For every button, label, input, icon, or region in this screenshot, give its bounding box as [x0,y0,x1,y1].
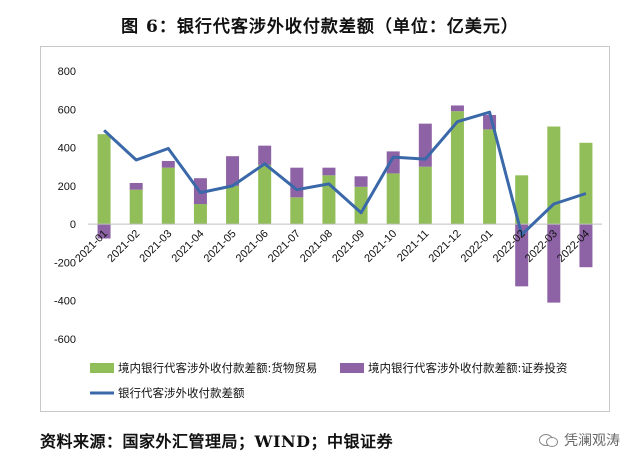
bar-securities-investment [258,145,272,165]
source-note: 资料来源：国家外汇管理局；WIND；中银证券 [40,432,393,451]
x-tick-label: 2021-07 [266,228,303,265]
y-tick-label: -400 [54,296,76,308]
x-tick-label: 2021-12 [427,228,464,265]
x-tick-label: 2021-04 [170,228,207,265]
bar-goods-trade [129,189,143,225]
y-tick-label: 200 [58,181,76,193]
x-tick-label: 2022-01 [459,228,496,265]
bar-goods-trade [547,126,561,225]
x-tick-label: 2021-01 [73,228,110,265]
bar-securities-investment [515,224,529,287]
bar-securities-investment [290,167,304,198]
y-tick-label: 800 [58,66,76,78]
bar-goods-trade [418,166,432,225]
bar-goods-trade [290,197,304,225]
bar-goods-trade [483,129,497,225]
bar-securities-investment [450,105,464,112]
legend-securities-swatch [340,363,364,373]
bar-goods-trade [354,186,368,225]
bar-securities-investment [354,176,368,187]
y-tick-label: -200 [54,257,76,269]
y-tick-label: 0 [70,219,76,231]
bar-securities-investment [322,167,336,176]
bar-securities-investment [226,156,240,186]
x-tick-label: 2021-08 [298,228,335,265]
x-tick-label: 2021-06 [234,228,271,265]
x-tick-label: 2021-09 [330,228,367,265]
bar-securities-investment [579,224,593,268]
y-tick-label: -600 [54,334,76,346]
bar-securities-investment [547,224,561,303]
legend-goods-label: 境内银行代客涉外收付款差额:货物贸易 [118,361,317,375]
bar-goods-trade [193,204,207,225]
bar-goods-trade [515,175,529,225]
x-tick-label: 2021-11 [395,228,431,264]
y-tick-label: 600 [58,104,76,116]
legend-net-label: 银行代客涉外收付款差额 [118,386,245,400]
chart-title: 图 6：银行代客涉外收付款差额（单位：亿美元） [121,17,519,37]
x-tick-label: 2021-10 [362,228,399,265]
net-balance-line [103,110,587,237]
y-tick-label: 400 [58,143,76,155]
wechat-icon [539,433,559,447]
x-tick-label: 2021-05 [202,228,239,265]
bar-goods-trade [450,111,464,225]
bar-goods-trade [258,164,272,225]
legend-goods-swatch [90,363,114,373]
watermark: 凭澜观涛 [539,430,620,450]
bar-securities-investment [129,182,143,190]
bar-goods-trade [579,142,593,225]
bar-goods-trade [386,173,400,225]
x-tick-label: 2021-02 [105,228,142,265]
watermark-text: 凭澜观涛 [564,433,620,449]
bar-securities-investment [161,160,175,168]
bar-goods-trade [97,134,111,225]
chart-frame [40,46,610,412]
legend-securities-label: 境内银行代客涉外收付款差额:证券投资 [368,361,567,375]
bar-securities-investment [97,224,111,239]
bar-goods-trade [226,185,240,225]
x-tick-label: 2021-03 [137,228,174,265]
bar-goods-trade [161,167,175,225]
